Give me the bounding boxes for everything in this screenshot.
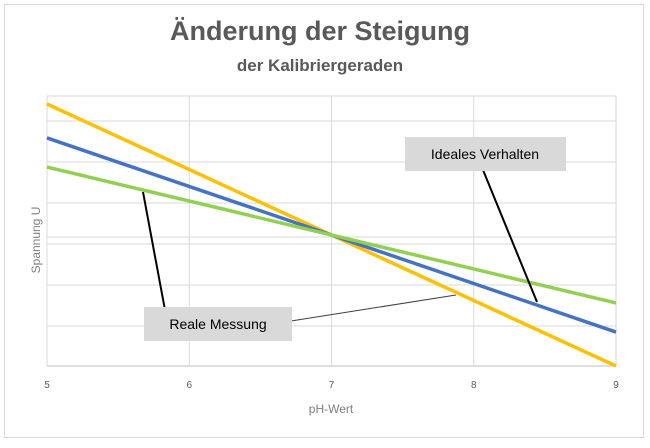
callout-box-ideal [405, 137, 566, 171]
chart-title: Änderung der Steigung [170, 16, 470, 46]
x-axis-label: pH-Wert [309, 402, 354, 416]
chart-subtitle: der Kalibriergeraden [236, 56, 404, 75]
x-tick-labels: 5 6 7 8 9 [44, 380, 619, 391]
callout-real: Reale Messung [169, 316, 266, 332]
series-line-flat [46, 165, 617, 305]
callout-pointer-real [142, 191, 166, 311]
x-tick-label: 7 [329, 380, 335, 391]
callout-box-real [144, 307, 292, 341]
x-tick-label: 8 [471, 380, 477, 391]
callouts: Ideales Verhalten Reale Messung [142, 137, 566, 341]
callout-pointer-real-2 [290, 294, 457, 322]
series-lines [46, 102, 617, 368]
y-axis-label: Spannung U [29, 207, 43, 274]
x-tick-label: 9 [613, 380, 619, 391]
callout-ideal: Ideales Verhalten [431, 146, 539, 162]
gridlines [46, 95, 617, 367]
x-tick-label: 6 [186, 380, 192, 391]
callout-pointer-ideal [482, 169, 538, 303]
x-tick-label: 5 [44, 380, 50, 391]
